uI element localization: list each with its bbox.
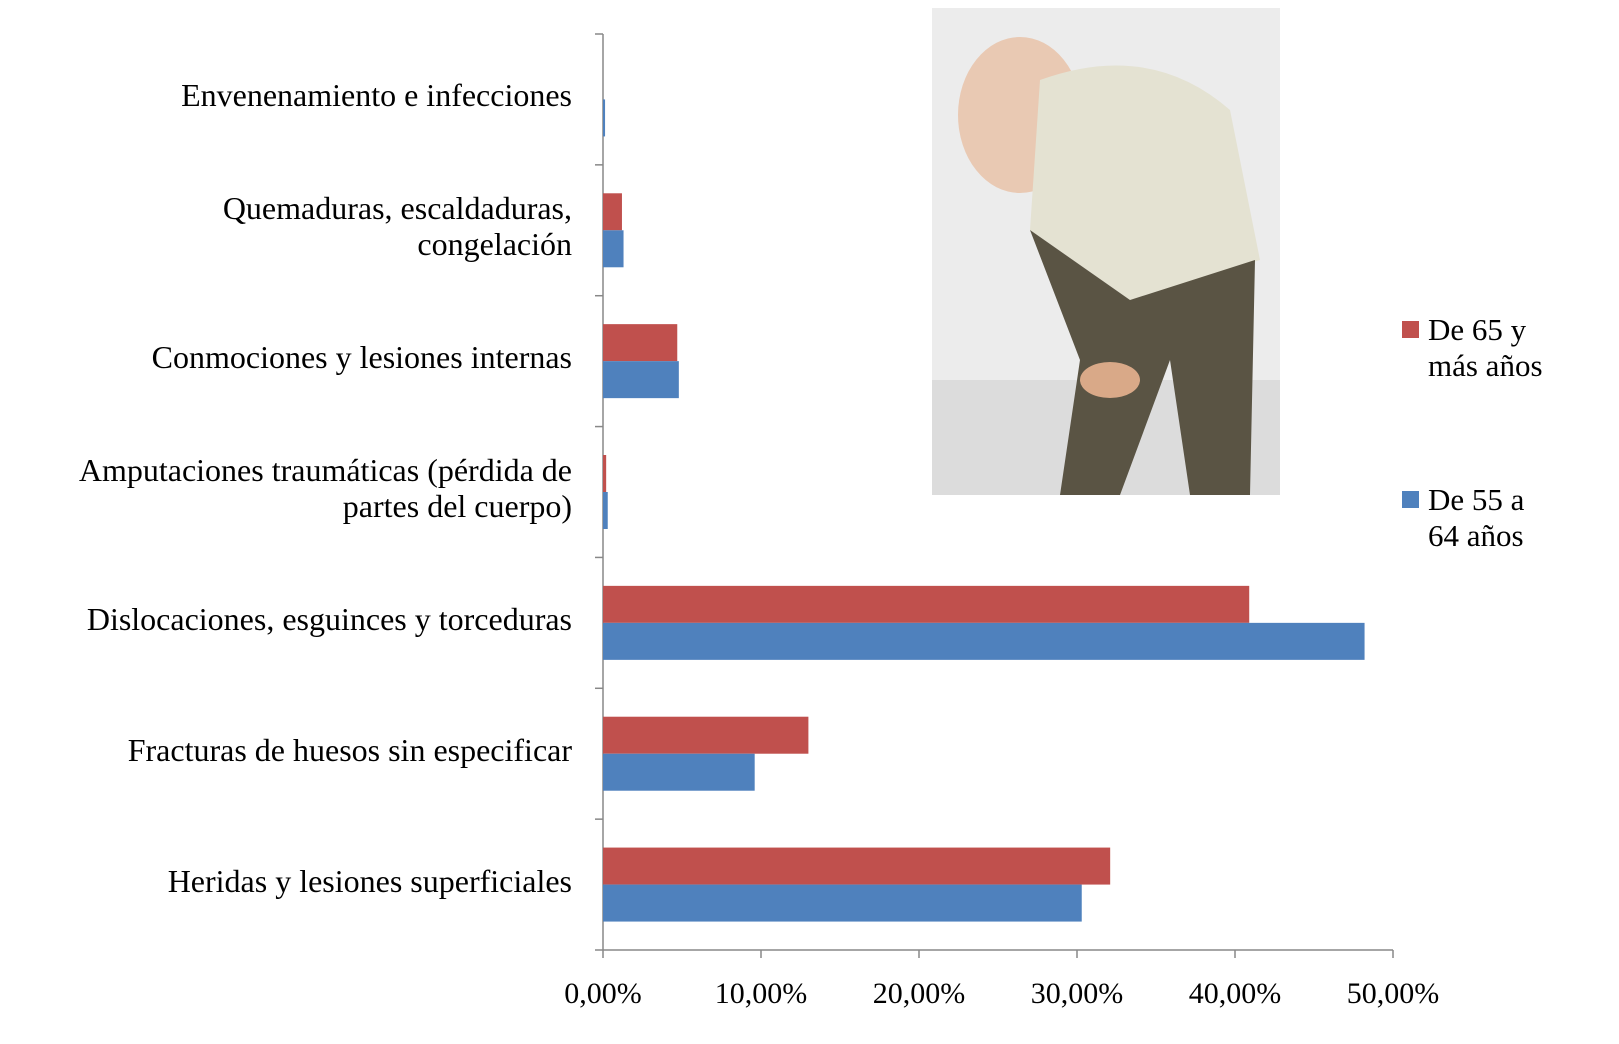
x-tick-label: 40,00% <box>1189 977 1282 1010</box>
bar <box>603 622 1365 660</box>
legend-label: De 65 y más años <box>1428 312 1543 383</box>
bar <box>603 230 624 268</box>
bar <box>603 361 679 399</box>
x-tick-label: 50,00% <box>1347 977 1440 1010</box>
y-tick-label: Conmociones y lesiones internas <box>151 339 572 376</box>
bar <box>603 884 1082 922</box>
legend-swatch <box>1402 491 1419 508</box>
y-tick-label: Heridas y lesiones superficiales <box>167 862 572 899</box>
bar <box>603 455 607 492</box>
bar <box>603 193 622 231</box>
x-tick-label: 10,00% <box>715 977 808 1010</box>
x-tick-label: 0,00% <box>564 977 642 1010</box>
bar <box>603 847 1111 885</box>
legend-swatch <box>1402 321 1419 338</box>
bar <box>603 492 608 529</box>
y-tick-label: Envenenamiento e infecciones <box>181 77 572 114</box>
y-tick-label: Quemaduras, escaldaduras, congelación <box>222 190 572 263</box>
bar <box>603 99 606 137</box>
y-tick-label: Dislocaciones, esguinces y torceduras <box>86 600 572 637</box>
photo <box>932 8 1280 495</box>
x-tick-label: 30,00% <box>1031 977 1124 1010</box>
bar <box>603 716 809 754</box>
y-tick-label: Amputaciones traumáticas (pérdida de par… <box>78 452 572 524</box>
legend-label: De 55 a 64 años <box>1428 482 1525 553</box>
y-tick-label: Fracturas de huesos sin especificar <box>127 731 572 768</box>
bar <box>603 324 678 362</box>
x-tick-label: 20,00% <box>873 977 966 1010</box>
bar <box>603 753 755 791</box>
bar <box>603 585 1250 623</box>
